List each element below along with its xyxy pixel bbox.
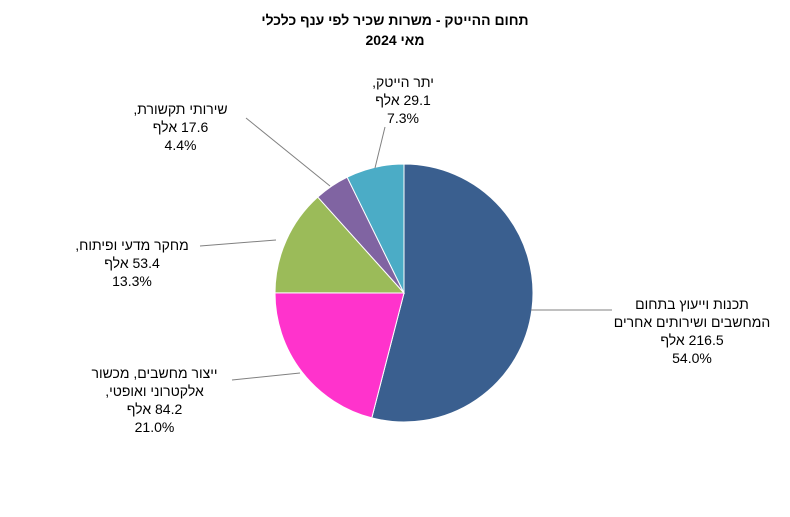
slice-label: יתר הייטק, 29.1 אלף 7.3%	[348, 73, 458, 127]
slice-label: ייצור מחשבים, מכשור אלקטרוני ואופטי, 84.2…	[72, 364, 237, 436]
pie-slice	[274, 196, 406, 294]
pie-slice	[274, 292, 405, 419]
leader-line	[199, 239, 277, 247]
slice-label: מחקר מדעי ופיתוח, 53.4 אלף 13.3%	[62, 236, 202, 290]
percent-label: 13.3%	[112, 273, 152, 289]
pie-slice	[371, 163, 534, 423]
value-label: 216.5 אלף	[660, 332, 724, 348]
leader-line	[374, 126, 386, 169]
slice-label: שירותי תקשורת, 17.6 אלף 4.4%	[113, 100, 248, 154]
slice-label: תכנות וייעוץ בתחום המחשבים ושירותים אחרי…	[612, 295, 772, 367]
category-label: תכנות וייעוץ בתחום המחשבים ושירותים אחרי…	[613, 296, 771, 330]
chart-subtitle: מאי 2024	[365, 32, 425, 48]
category-label: שירותי תקשורת,	[133, 101, 228, 117]
category-label: יתר הייטק,	[372, 74, 434, 90]
chart-title: תחום ההייטק - משרות שכיר לפי ענף כלכלי	[261, 12, 529, 28]
category-label: מחקר מדעי ופיתוח,	[75, 237, 189, 253]
leader-line	[231, 372, 301, 381]
leader-line	[245, 117, 331, 187]
category-label: ייצור מחשבים, מכשור אלקטרוני ואופטי,	[91, 365, 218, 399]
percent-label: 7.3%	[387, 110, 419, 126]
value-label: 84.2 אלף	[126, 401, 183, 417]
percent-label: 21.0%	[134, 419, 175, 435]
value-label: 29.1 אלף	[375, 92, 431, 108]
value-label: 17.6 אלף	[152, 119, 209, 135]
percent-label: 54.0%	[672, 350, 712, 366]
percent-label: 4.4%	[164, 137, 197, 153]
value-label: 53.4 אלף	[104, 255, 160, 271]
